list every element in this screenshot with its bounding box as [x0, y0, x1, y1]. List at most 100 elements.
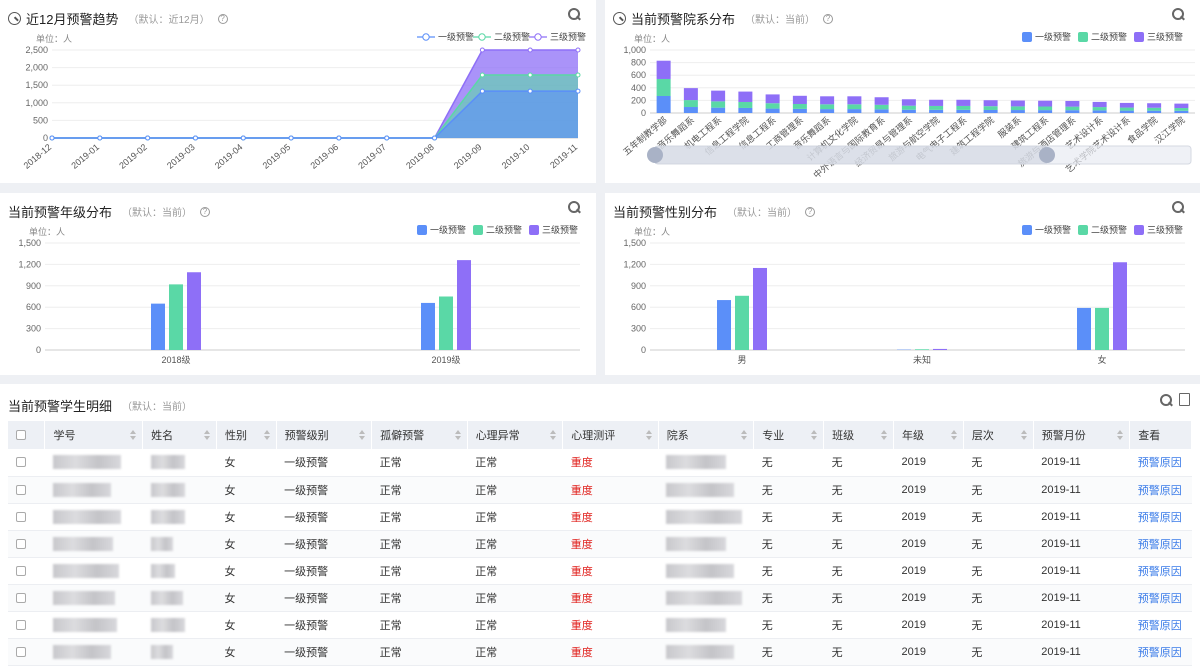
warning-reason-link[interactable]: 预警原因: [1129, 584, 1192, 612]
sort-icon[interactable]: [130, 430, 137, 440]
select-all-checkbox[interactable]: [16, 430, 26, 441]
warning-reason-link[interactable]: 预警原因: [1129, 557, 1192, 585]
college-chart: 单位：人 一级预警 二级预警 三级预警02004006008001,000五年制教学部…: [620, 31, 1195, 180]
column-header[interactable]: 专业: [753, 421, 825, 449]
sort-icon[interactable]: [811, 430, 818, 440]
bar: [792, 103, 807, 109]
search-icon[interactable]: [568, 8, 580, 20]
table-row[interactable]: 女一级预警 正常 正常 重度无无 2019 无 2019-11 预警原因: [8, 611, 1192, 639]
data-point: [384, 135, 390, 141]
export-icon[interactable]: [1179, 393, 1190, 406]
warning-reason-link[interactable]: 预警原因: [1129, 638, 1192, 666]
redacted-name: [150, 644, 173, 659]
data-point: [527, 88, 533, 94]
data-point: [479, 47, 485, 53]
data-point: [479, 88, 485, 94]
gender-cell: 女: [216, 611, 277, 639]
zoom-handle-right: [1039, 147, 1055, 163]
table-row[interactable]: 女一级预警 正常 正常 重度无无 2019 无 2019-11 预警原因: [8, 503, 1192, 531]
table-row[interactable]: 女一级预警 正常 正常 重度无无 2019 无 2019-11 预警原因: [8, 449, 1192, 477]
column-header[interactable]: 查看: [1129, 421, 1192, 449]
row-checkbox[interactable]: [16, 646, 26, 657]
table-row[interactable]: 女一级预警 正常 正常 重度无无 2019 无 2019-11 预警原因: [8, 557, 1192, 585]
sort-icon[interactable]: [454, 430, 461, 440]
sort-icon[interactable]: [359, 430, 366, 440]
help-icon[interactable]: ?: [805, 206, 816, 217]
column-header[interactable]: 预警月份: [1033, 421, 1131, 449]
redacted-name: [150, 590, 183, 605]
table-row[interactable]: 女一级预警 正常 正常 重度无无 2019 无 2019-11 预警原因: [8, 476, 1192, 504]
bar: [711, 90, 726, 102]
bar: [874, 109, 889, 113]
column-header[interactable]: 预警级别: [276, 421, 373, 449]
search-icon[interactable]: [1172, 201, 1184, 213]
column-header[interactable]: 心理异常: [467, 421, 564, 449]
row-checkbox[interactable]: [16, 457, 26, 468]
bar: [956, 105, 971, 110]
department-cell: [658, 476, 754, 504]
column-header[interactable]: 性别: [216, 421, 277, 449]
warning-reason-link[interactable]: 预警原因: [1129, 449, 1192, 477]
y-tick-label: 900: [631, 281, 646, 291]
sort-icon[interactable]: [1020, 430, 1027, 440]
column-header[interactable]: 年级: [893, 421, 964, 449]
student-name-cell: [142, 503, 217, 531]
row-checkbox[interactable]: [16, 565, 26, 576]
sort-icon[interactable]: [645, 430, 652, 440]
x-tick-label: 2019-08: [404, 142, 436, 171]
column-header[interactable]: 层次: [963, 421, 1034, 449]
sort-icon[interactable]: [204, 430, 211, 440]
column-header[interactable]: 心理测评: [562, 421, 659, 449]
help-icon[interactable]: ?: [823, 13, 834, 24]
help-icon[interactable]: ?: [200, 206, 211, 217]
warning-reason-link[interactable]: 预警原因: [1129, 611, 1192, 639]
isolation-warning-cell: 正常: [371, 476, 468, 504]
table-row[interactable]: 女一级预警 正常 正常 重度无无 2019 无 2019-11 预警原因: [8, 584, 1192, 612]
row-checkbox[interactable]: [16, 538, 26, 549]
sort-icon[interactable]: [950, 430, 957, 440]
bar: [738, 107, 753, 113]
legend-label: 二级预警: [486, 224, 522, 235]
column-header[interactable]: 学号: [44, 421, 144, 449]
college-icon: [613, 12, 626, 25]
class-cell: 无: [823, 449, 894, 477]
table-row[interactable]: 女一级预警 正常 正常 重度无无 2019 无 2019-11 预警原因: [8, 638, 1192, 666]
column-header[interactable]: 院系: [658, 421, 755, 449]
level-cell: 无: [963, 503, 1034, 531]
sort-icon[interactable]: [1117, 430, 1124, 440]
row-checkbox[interactable]: [16, 592, 26, 603]
row-checkbox[interactable]: [16, 511, 26, 522]
search-icon[interactable]: [568, 201, 580, 213]
bar: [1038, 106, 1053, 111]
row-checkbox[interactable]: [16, 619, 26, 630]
column-header[interactable]: 孤僻预警: [371, 421, 468, 449]
warning-reason-link[interactable]: 预警原因: [1129, 530, 1192, 558]
redacted-department: [666, 536, 727, 551]
sort-icon[interactable]: [881, 430, 887, 440]
class-cell: 无: [823, 530, 894, 558]
major-cell: 无: [753, 584, 824, 612]
bar: [683, 107, 698, 113]
x-tick-label: 2018级: [161, 354, 190, 365]
y-tick-label: 600: [26, 302, 41, 312]
sort-icon[interactable]: [263, 430, 270, 440]
warning-month-cell: 2019-11: [1033, 557, 1130, 585]
warning-reason-link[interactable]: 预警原因: [1129, 476, 1192, 504]
sort-icon[interactable]: [741, 430, 748, 440]
row-select-cell: [8, 530, 45, 558]
level-cell: 无: [963, 611, 1034, 639]
legend-swatch: [478, 33, 486, 41]
table-row[interactable]: 女一级预警 正常 正常 重度无无 2019 无 2019-11 预警原因: [8, 530, 1192, 558]
search-icon[interactable]: [1172, 8, 1184, 20]
bar: [717, 300, 731, 350]
warning-reason-link[interactable]: 预警原因: [1129, 503, 1192, 531]
bar: [1174, 108, 1189, 111]
column-header[interactable]: 姓名: [142, 421, 218, 449]
column-header[interactable]: 班级: [823, 421, 894, 449]
sort-icon[interactable]: [550, 430, 557, 440]
help-icon[interactable]: ?: [217, 13, 228, 24]
search-icon[interactable]: [1160, 394, 1172, 406]
psych-eval-cell: 重度: [562, 449, 659, 477]
row-checkbox[interactable]: [16, 484, 26, 495]
y-tick-label: 300: [631, 324, 646, 334]
